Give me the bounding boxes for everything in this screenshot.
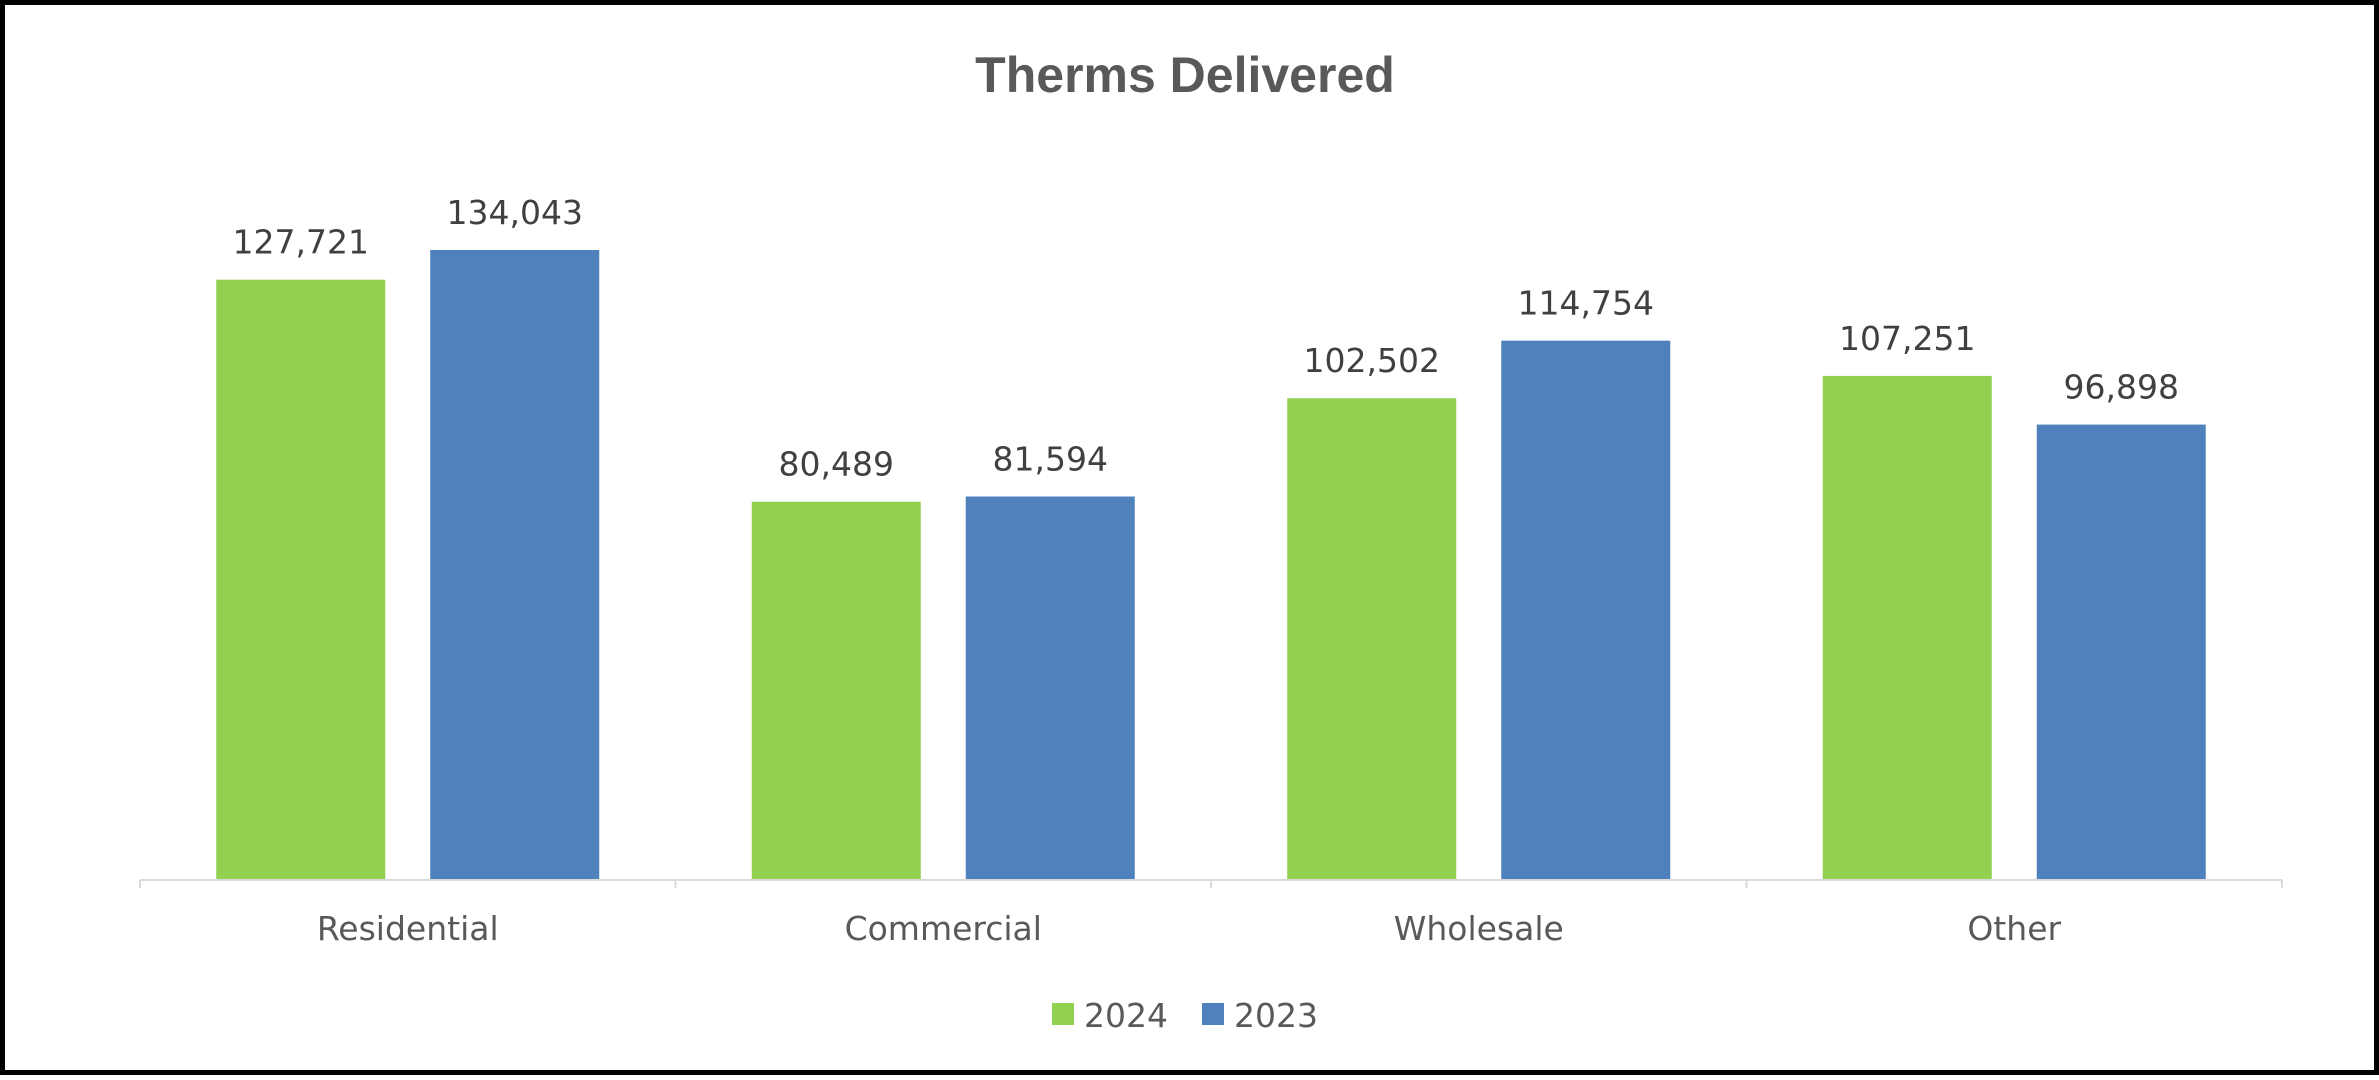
bar-residential-2023 [430, 249, 600, 880]
legend-swatch-2024 [1052, 1003, 1074, 1025]
legend-label-2024: 2024 [1084, 996, 1168, 1035]
bar-chart: Therms Delivered 127,721 134,043 80,489 81,… [139, 47, 2283, 1035]
chart-title: Therms Delivered [975, 47, 1395, 103]
data-label-wholesale-2023: 114,754 [1518, 284, 1654, 323]
legend: 2024 2023 [1052, 996, 1318, 1035]
bar-residential-2024 [216, 279, 386, 880]
legend-label-2023: 2023 [1234, 996, 1318, 1035]
bar-commercial-2024 [751, 501, 921, 880]
bar-other-2024 [1822, 375, 1992, 880]
bars-layer [216, 249, 2206, 880]
category-label-commercial: Commercial [845, 909, 1042, 948]
data-label-commercial-2023: 81,594 [993, 440, 1108, 479]
category-label-other: Other [1967, 909, 2061, 948]
data-label-residential-2023: 134,043 [447, 193, 583, 232]
category-label-wholesale: Wholesale [1394, 909, 1564, 948]
data-label-residential-2024: 127,721 [233, 223, 369, 262]
data-label-other-2024: 107,251 [1839, 319, 1975, 358]
data-label-wholesale-2024: 102,502 [1304, 341, 1440, 380]
legend-swatch-2023 [1202, 1003, 1224, 1025]
data-labels-layer: 127,721 134,043 80,489 81,594 102,502 114,754… [233, 193, 2179, 484]
bar-wholesale-2024 [1287, 398, 1457, 880]
x-axis: Residential Commercial Wholesale Other [139, 879, 2283, 948]
bar-other-2023 [2036, 424, 2206, 880]
bar-commercial-2023 [965, 496, 1135, 880]
bar-wholesale-2023 [1501, 340, 1671, 880]
data-label-other-2023: 96,898 [2064, 368, 2179, 407]
category-label-residential: Residential [317, 909, 499, 948]
data-label-commercial-2024: 80,489 [779, 445, 894, 484]
